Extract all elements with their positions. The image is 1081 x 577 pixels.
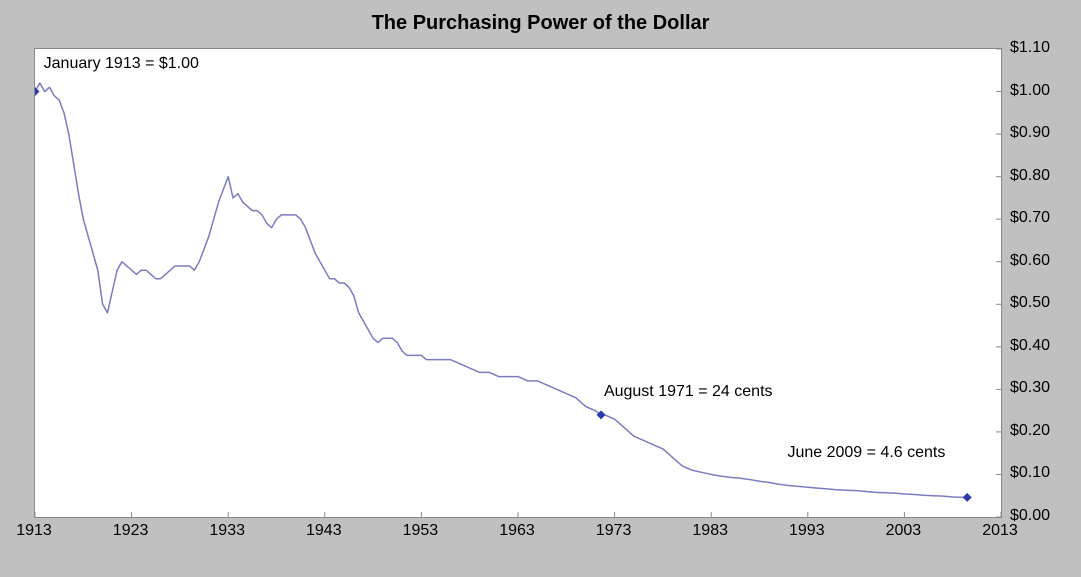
chart-annotation: June 2009 = 4.6 cents (787, 444, 945, 462)
y-tick-label: $1.00 (1010, 82, 1050, 100)
chart-container: The Purchasing Power of the Dollar 1913 1… (0, 0, 1081, 577)
x-tick-label: 1933 (209, 522, 245, 540)
y-tick-label: $0.20 (1010, 422, 1050, 440)
x-tick-label: 1923 (113, 522, 149, 540)
y-tick-label: $0.00 (1010, 507, 1050, 525)
y-tick-label: $0.90 (1010, 124, 1050, 142)
y-tick-label: $0.60 (1010, 252, 1050, 270)
x-tick-label: 1913 (16, 522, 52, 540)
y-tick-label: $0.70 (1010, 209, 1050, 227)
x-tick-label: 1953 (403, 522, 439, 540)
y-tick-label: $0.40 (1010, 337, 1050, 355)
y-tick-label: $0.80 (1010, 167, 1050, 185)
chart-title: The Purchasing Power of the Dollar (0, 12, 1081, 35)
chart-annotation: January 1913 = $1.00 (44, 55, 199, 73)
y-tick-label: $1.10 (1010, 39, 1050, 57)
x-tick-label: 1993 (789, 522, 825, 540)
x-tick-label: 1973 (596, 522, 632, 540)
x-tick-label: 1963 (499, 522, 535, 540)
y-tick-label: $0.10 (1010, 464, 1050, 482)
x-tick-label: 2003 (886, 522, 922, 540)
chart-annotation: August 1971 = 24 cents (604, 383, 773, 401)
x-tick-label: 1983 (692, 522, 728, 540)
y-tick-label: $0.30 (1010, 379, 1050, 397)
x-tick-label: 1943 (306, 522, 342, 540)
y-tick-label: $0.50 (1010, 294, 1050, 312)
